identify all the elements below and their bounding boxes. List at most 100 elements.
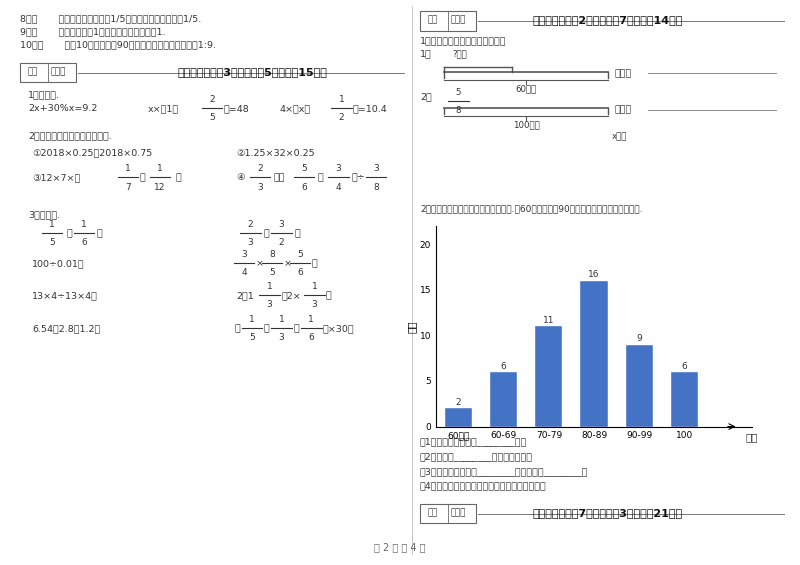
Text: （2）成绩在________段的人数最多．: （2）成绩在________段的人数最多． [420, 452, 533, 461]
Text: 1: 1 [311, 282, 318, 291]
Text: 4×（x＋: 4×（x＋ [280, 104, 311, 113]
Text: 5: 5 [209, 113, 215, 122]
Bar [490, 372, 518, 427]
Text: 3: 3 [266, 300, 273, 309]
Text: 2－1: 2－1 [236, 291, 254, 300]
Text: 3．算一算.: 3．算一算. [28, 210, 60, 219]
Text: 4: 4 [335, 182, 342, 192]
Text: 评卷人: 评卷人 [450, 16, 466, 25]
Text: x×（1－: x×（1－ [148, 104, 179, 113]
Text: 60千克: 60千克 [515, 84, 537, 93]
Text: 六、应用题（共7小题，每题3分，共计21分）: 六、应用题（共7小题，每题3分，共计21分） [533, 508, 683, 518]
Text: 3: 3 [257, 182, 263, 192]
Bar [626, 345, 653, 427]
Text: ）=10.4: ）=10.4 [353, 104, 387, 113]
Text: 8．（       ）如果甲数比乙数多1/5，那么乙数就比甲数少1/5.: 8．（ ）如果甲数比乙数多1/5，那么乙数就比甲数少1/5. [20, 14, 202, 23]
Text: ）÷: ）÷ [352, 173, 366, 182]
Text: －: － [66, 229, 72, 238]
Text: 6: 6 [308, 333, 314, 342]
Text: 5: 5 [269, 268, 275, 277]
Text: 3: 3 [278, 333, 285, 342]
Text: －: － [294, 324, 299, 333]
Text: 3: 3 [278, 220, 285, 229]
Text: 7: 7 [125, 182, 131, 192]
Text: 四、计算题（共3小题，每题5分，共计15分）: 四、计算题（共3小题，每题5分，共计15分） [178, 67, 328, 77]
Bar [535, 327, 562, 427]
Text: 9．（       ）任何不小于1的数，它的倒数都小于1.: 9．（ ）任何不小于1的数，它的倒数都小于1. [20, 27, 166, 36]
Text: 12: 12 [154, 182, 166, 192]
Bar [420, 11, 476, 31]
Text: ②1.25×32×0.25: ②1.25×32×0.25 [236, 149, 314, 158]
Text: 2．脱式计算，能简算的要简算.: 2．脱式计算，能简算的要简算. [28, 131, 112, 140]
Text: 列式：: 列式： [614, 69, 632, 78]
Text: 5: 5 [456, 88, 461, 97]
Text: 2: 2 [456, 398, 462, 407]
Text: ＋（: ＋（ [274, 173, 285, 182]
Text: 1: 1 [81, 220, 87, 229]
Text: 3: 3 [311, 300, 318, 309]
Text: 8: 8 [269, 250, 275, 259]
Text: ）×30＝: ）×30＝ [322, 324, 354, 333]
Text: ＝: ＝ [312, 259, 318, 268]
Text: 2: 2 [338, 113, 345, 122]
Text: 5: 5 [301, 164, 307, 173]
Text: 6.54－2.8－1.2＝: 6.54－2.8－1.2＝ [32, 324, 100, 333]
Text: 6: 6 [682, 362, 687, 371]
Text: －: － [139, 173, 145, 182]
Text: ＝: ＝ [294, 229, 300, 238]
Text: 1: 1 [157, 164, 163, 173]
Text: 2x+30%x=9.2: 2x+30%x=9.2 [28, 104, 98, 113]
Text: 2．如图是某班一次数学测试的统计图.（60分为及格，90分为优秀），认真看图后填空.: 2．如图是某班一次数学测试的统计图.（60分为及格，90分为优秀），认真看图后填… [420, 205, 642, 214]
Text: 1．看图列算式或方程，不计算：: 1．看图列算式或方程，不计算： [420, 37, 506, 46]
Text: 5: 5 [49, 238, 55, 247]
Text: ）: ） [176, 173, 182, 182]
Text: ＋2×: ＋2× [282, 291, 302, 300]
Text: 评卷人: 评卷人 [50, 68, 66, 77]
Text: 6: 6 [501, 362, 506, 371]
Text: 1: 1 [49, 220, 55, 229]
Text: 3: 3 [247, 238, 254, 247]
Text: x千米: x千米 [612, 132, 627, 141]
Text: 五、综合题（共2小题，每题7分，共计14分）: 五、综合题（共2小题，每题7分，共计14分） [533, 15, 683, 25]
Text: 2: 2 [209, 95, 215, 104]
Text: ④: ④ [236, 173, 245, 182]
Text: 3: 3 [373, 164, 379, 173]
Text: 1、: 1、 [420, 50, 432, 59]
Text: 10．（       ）把10克的盐放入90克的水中，盐和盐水的比是1:9.: 10．（ ）把10克的盐放入90克的水中，盐和盐水的比是1:9. [20, 40, 216, 49]
Text: 11: 11 [543, 316, 554, 325]
Text: 1: 1 [338, 95, 345, 104]
Text: 8: 8 [456, 106, 461, 115]
Text: ＋: ＋ [264, 229, 270, 238]
Text: 评卷人: 评卷人 [450, 508, 466, 518]
Text: 8: 8 [373, 182, 379, 192]
Text: 6: 6 [297, 268, 303, 277]
Text: 1．解方程.: 1．解方程. [28, 90, 60, 99]
Text: 1: 1 [278, 315, 285, 324]
Text: 1: 1 [249, 315, 255, 324]
Text: ×: × [284, 259, 292, 268]
Text: －: － [318, 173, 323, 182]
Text: ③12×7×（: ③12×7×（ [32, 173, 80, 182]
Text: 1: 1 [125, 164, 131, 173]
Text: 分数: 分数 [746, 433, 758, 442]
Text: 1: 1 [266, 282, 273, 291]
Text: 6: 6 [81, 238, 87, 247]
Text: ＝: ＝ [97, 229, 102, 238]
Bar [420, 504, 476, 523]
Text: 2: 2 [247, 220, 254, 229]
Text: 6: 6 [301, 182, 307, 192]
Text: （3）考试的及格率是________，优秀率是________．: （3）考试的及格率是________，优秀率是________． [420, 467, 588, 476]
Text: 得分: 得分 [428, 508, 438, 518]
Text: 5: 5 [297, 250, 303, 259]
Text: 2: 2 [257, 164, 263, 173]
Bar [581, 281, 607, 427]
Text: （1）这个班共有学生________人．: （1）这个班共有学生________人． [420, 437, 527, 446]
Text: 2: 2 [278, 238, 285, 247]
Text: 3: 3 [335, 164, 342, 173]
Text: 5: 5 [249, 333, 255, 342]
Text: 1: 1 [308, 315, 314, 324]
Text: ?千克: ?千克 [452, 50, 466, 59]
Bar [670, 372, 698, 427]
Text: 100÷0.01＝: 100÷0.01＝ [32, 259, 85, 268]
Text: 4: 4 [241, 268, 247, 277]
